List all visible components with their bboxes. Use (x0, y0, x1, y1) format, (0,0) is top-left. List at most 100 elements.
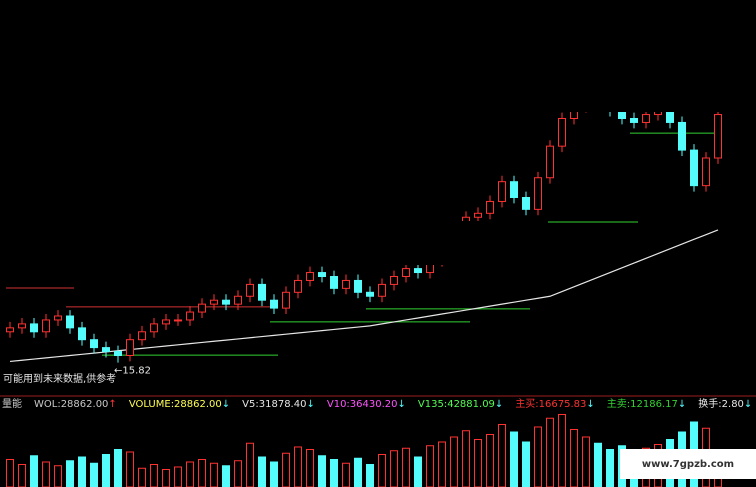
volume-bar (378, 454, 386, 487)
candle-body (402, 268, 410, 278)
volume-bar (522, 441, 530, 487)
candle-body (138, 331, 146, 341)
volume-bar (318, 455, 326, 487)
volume-bar (234, 460, 242, 487)
candle-body (486, 200, 494, 214)
candle-body (78, 327, 86, 341)
candle-body (318, 272, 326, 277)
volume-bar (18, 464, 26, 487)
volume-bar (342, 462, 350, 487)
volume-bar (102, 454, 110, 487)
candle-body (414, 268, 422, 274)
volume-bar (150, 464, 158, 487)
indicator-label: 量能 (2, 397, 22, 410)
candle-body (546, 145, 554, 179)
volume-bar (126, 451, 134, 487)
volume-bar (246, 442, 254, 487)
indicator-label: 换手:2.80 (698, 397, 744, 410)
volume-bar (510, 431, 518, 487)
indicator-arrow: ↓ (744, 399, 752, 410)
volume-bar (270, 461, 278, 487)
volume-bar (414, 456, 422, 487)
low-annotation: ←15.82 (114, 366, 151, 377)
volume-bar (462, 430, 470, 487)
candle-body (474, 212, 482, 218)
watermark-box (620, 449, 756, 479)
candle-body (366, 291, 374, 297)
volume-bar (138, 467, 146, 487)
volume-bar (390, 450, 398, 487)
indicator-label: V10:36430.20 (327, 399, 398, 410)
candle-body (330, 276, 338, 289)
candle-body (42, 319, 50, 333)
volume-bar (282, 452, 290, 487)
volume-bar (42, 461, 50, 487)
indicator-arrow: ↓ (678, 399, 686, 410)
candle-body (306, 272, 314, 281)
volume-bar (90, 462, 98, 487)
indicator-arrow: ↓ (222, 399, 230, 410)
volume-bar (570, 429, 578, 487)
indicator-arrow: ↓ (495, 399, 503, 410)
volume-bar (594, 442, 602, 487)
indicator-arrow: ↓ (306, 399, 314, 410)
volume-bar (162, 469, 170, 487)
candle-body (378, 283, 386, 297)
volume-bar (582, 436, 590, 487)
volume-bar (606, 449, 614, 487)
candle-body (270, 299, 278, 309)
candle-body (66, 315, 74, 329)
volume-bar (546, 417, 554, 487)
volume-bar (258, 456, 266, 487)
volume-bar (450, 436, 458, 487)
indicator-label: 主买:16675.83 (515, 398, 586, 410)
candle-body (354, 279, 362, 293)
indicator-label: VOLUME:28862.00 (129, 399, 222, 410)
volume-bar (210, 462, 218, 487)
candle-body (522, 197, 530, 210)
volume-bar (198, 459, 206, 487)
candle-body (222, 299, 230, 305)
candle-body (702, 157, 710, 187)
volume-bar (498, 424, 506, 487)
candle-body (690, 149, 698, 187)
volume-bar (426, 445, 434, 487)
indicator-arrow: ↓ (586, 399, 594, 410)
candle-body (6, 327, 14, 333)
candle-body (510, 181, 518, 198)
indicator-arrow: ↑ (108, 399, 116, 410)
candle-body (150, 323, 158, 333)
watermark: www.7gpzb.com (642, 459, 734, 470)
candle-body (114, 351, 122, 356)
volume-bar (438, 441, 446, 487)
candle-body (90, 339, 98, 349)
volume-bar (306, 449, 314, 487)
volume-bar (402, 447, 410, 487)
candle-body (18, 323, 26, 329)
candle-body (282, 291, 290, 309)
indicator-arrow: ↓ (398, 399, 406, 410)
candle-body (198, 303, 206, 313)
candle-body (258, 283, 266, 301)
mask (428, 0, 756, 112)
volume-bar (66, 460, 74, 487)
volume-bar (354, 457, 362, 487)
volume-bar (114, 449, 122, 487)
candle-body (558, 118, 566, 147)
candle-body (126, 339, 134, 357)
volume-bar (186, 461, 194, 487)
candle-body (678, 121, 686, 151)
candle-body (54, 315, 62, 321)
volume-bar (366, 464, 374, 487)
indicator-label: 主卖:12186.17 (607, 398, 678, 410)
candle-body (30, 323, 38, 333)
candle-body (102, 347, 110, 353)
candle-body (498, 181, 506, 202)
note: 可能用到未来数据,供参考 (3, 372, 116, 385)
volume-bar (54, 465, 62, 487)
candle-body (294, 279, 302, 293)
volume-bar (78, 456, 86, 487)
candle-body (234, 295, 242, 305)
indicator-label: V5:31878.40 (242, 399, 306, 410)
